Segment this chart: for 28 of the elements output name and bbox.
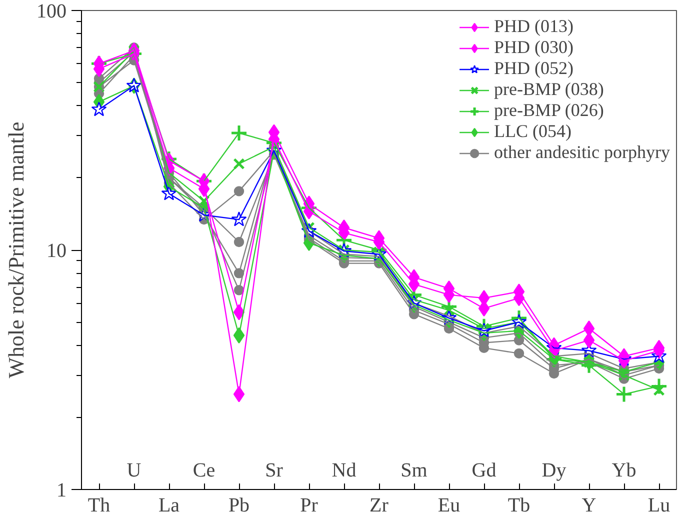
x-tick-label: U bbox=[126, 460, 142, 482]
x-tick-label: Gd bbox=[472, 460, 496, 482]
x-tick-label: Sr bbox=[265, 460, 284, 482]
x-tick-label: Yb bbox=[612, 460, 636, 482]
x-tick-label: Th bbox=[88, 494, 110, 516]
x-tick-label: Nd bbox=[332, 460, 356, 482]
y-tick-label: 10 bbox=[46, 240, 66, 262]
y-tick-label: 1 bbox=[56, 480, 66, 502]
legend-label: PHD (030) bbox=[494, 37, 574, 58]
x-tick-label: Sm bbox=[400, 460, 428, 482]
x-tick-label: Ce bbox=[192, 460, 216, 482]
x-tick-label: Pb bbox=[228, 494, 250, 516]
x-tick-label: Y bbox=[582, 494, 596, 516]
x-tick-label: Lu bbox=[648, 494, 670, 516]
legend-label: other andesitic porphyry bbox=[494, 142, 670, 163]
legend-label: pre-BMP (038) bbox=[494, 79, 604, 100]
x-tick-label: Zr bbox=[370, 494, 389, 516]
legend-label: LLC (054) bbox=[494, 121, 572, 142]
x-tick-label: Dy bbox=[542, 460, 566, 482]
legend-label: PHD (052) bbox=[494, 58, 574, 79]
x-tick-label: Tb bbox=[508, 494, 530, 516]
legend-label: PHD (013) bbox=[494, 16, 574, 37]
y-axis-title: Whole rock/Primitive mantle bbox=[4, 122, 28, 378]
x-tick-label: Pr bbox=[300, 494, 318, 516]
x-tick-label: Eu bbox=[438, 494, 460, 516]
x-tick-label: La bbox=[158, 494, 180, 516]
y-tick-label: 100 bbox=[36, 0, 66, 22]
legend-label: pre-BMP (026) bbox=[494, 100, 604, 121]
